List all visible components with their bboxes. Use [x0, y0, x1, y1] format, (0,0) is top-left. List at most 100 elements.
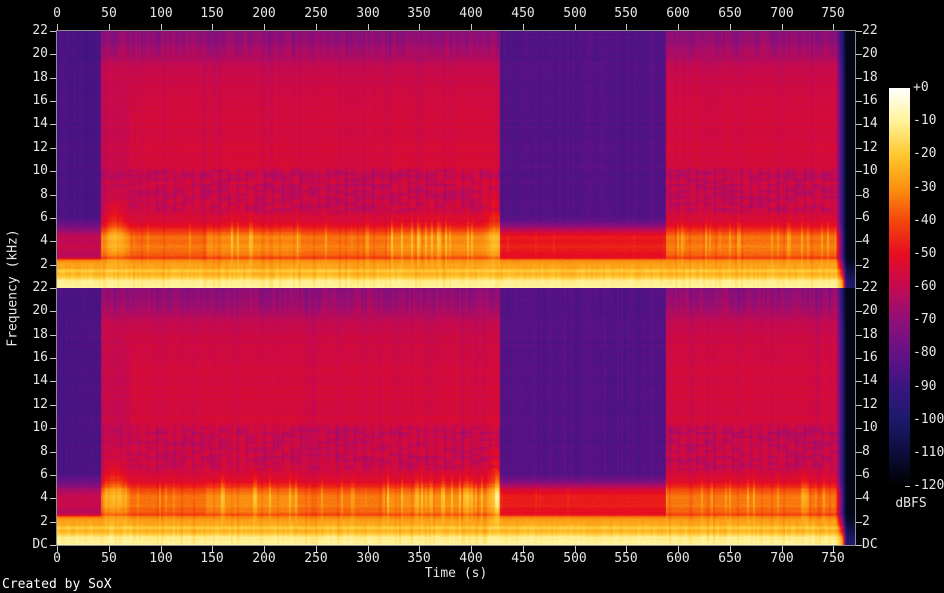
- freq-tick-label-right: 2: [862, 514, 870, 529]
- freq-tick-right: [856, 358, 862, 359]
- time-tick-top: [523, 24, 524, 30]
- freq-tick-label-right: 16: [862, 93, 878, 108]
- freq-tick-right: [856, 405, 862, 406]
- colorbar-tick-label: -40: [913, 213, 937, 228]
- freq-tick-right: [856, 148, 862, 149]
- time-tick-bottom: [523, 546, 524, 552]
- freq-tick-left: [50, 218, 56, 219]
- freq-tick-left: [50, 358, 56, 359]
- freq-tick-right: [856, 498, 862, 499]
- freq-tick-left: [50, 265, 56, 266]
- freq-tick-label-right: 6: [862, 210, 870, 225]
- time-tick-label-bottom: 150: [200, 551, 224, 566]
- freq-tick-label-right: 16: [862, 350, 878, 365]
- freq-tick-label-left: 8: [40, 187, 48, 202]
- time-tick-top: [782, 24, 783, 30]
- freq-tick-label-right: 18: [862, 327, 878, 342]
- freq-tick-right: [856, 195, 862, 196]
- time-tick-bottom: [368, 546, 369, 552]
- time-tick-label-top: 650: [718, 6, 742, 21]
- freq-tick-right: [856, 381, 862, 382]
- time-tick-top: [730, 24, 731, 30]
- time-tick-bottom: [833, 546, 834, 552]
- freq-tick-label-right: 6: [862, 467, 870, 482]
- time-tick-label-bottom: 50: [101, 551, 117, 566]
- freq-tick-left: [50, 381, 56, 382]
- freq-tick-label-right: 22: [862, 280, 878, 295]
- freq-tick-right: [856, 475, 862, 476]
- freq-tick-right: [856, 218, 862, 219]
- freq-tick-right: [856, 78, 862, 79]
- time-tick-label-bottom: 750: [821, 551, 845, 566]
- time-tick-top: [833, 24, 834, 30]
- freq-tick-label-left: 16: [32, 350, 48, 365]
- freq-tick-left: [50, 405, 56, 406]
- time-tick-top: [626, 24, 627, 30]
- freq-tick-left: [50, 452, 56, 453]
- freq-tick-label-left: 4: [40, 233, 48, 248]
- time-tick-label-bottom: 550: [614, 551, 638, 566]
- freq-tick-label-left: 12: [32, 140, 48, 155]
- spectrogram-channel-2: [57, 288, 855, 545]
- freq-tick-label-left: 20: [32, 46, 48, 61]
- freq-tick-label-right: 20: [862, 303, 878, 318]
- freq-tick-right: [856, 124, 862, 125]
- x-axis-title: Time (s): [424, 566, 488, 581]
- freq-tick-left: [50, 522, 56, 523]
- time-tick-bottom: [575, 546, 576, 552]
- credit-text: Created by SoX: [2, 577, 112, 592]
- freq-tick-label-right: 12: [862, 397, 878, 412]
- freq-tick-label-right: 8: [862, 444, 870, 459]
- freq-tick-left: [50, 31, 56, 32]
- freq-tick-label-right: 10: [862, 163, 878, 178]
- time-tick-label-bottom: 200: [252, 551, 276, 566]
- colorbar-gradient: [889, 88, 910, 486]
- freq-tick-label-right: 8: [862, 187, 870, 202]
- time-tick-label-top: 0: [53, 6, 61, 21]
- colorbar-tick-label: -80: [913, 345, 937, 360]
- freq-tick-label-left: 6: [40, 210, 48, 225]
- colorbar-tick-label: -90: [913, 379, 937, 394]
- freq-tick-label-left: 14: [32, 116, 48, 131]
- spectrogram-channel-1: [57, 31, 855, 288]
- colorbar-tick-label: -110: [913, 445, 944, 460]
- freq-tick-right: [856, 452, 862, 453]
- time-tick-label-bottom: 100: [149, 551, 173, 566]
- colorbar-tick-label: -50: [913, 246, 937, 261]
- time-tick-top: [57, 24, 58, 30]
- freq-tick-label-left: 20: [32, 303, 48, 318]
- freq-tick-right: [856, 545, 862, 546]
- freq-tick-label-right: 4: [862, 490, 870, 505]
- freq-tick-right: [856, 311, 862, 312]
- time-tick-label-top: 150: [200, 6, 224, 21]
- time-tick-top: [368, 24, 369, 30]
- freq-tick-label-right: 14: [862, 116, 878, 131]
- freq-tick-right: [856, 31, 862, 32]
- time-tick-bottom: [626, 546, 627, 552]
- freq-tick-label-right: 4: [862, 233, 870, 248]
- time-tick-label-bottom: 0: [53, 551, 61, 566]
- time-tick-label-bottom: 700: [770, 551, 794, 566]
- time-tick-label-top: 500: [563, 6, 587, 21]
- time-tick-top: [316, 24, 317, 30]
- freq-tick-left: [50, 54, 56, 55]
- colorbar-tick-label: -60: [913, 279, 937, 294]
- time-tick-top: [212, 24, 213, 30]
- freq-tick-left: [50, 241, 56, 242]
- time-tick-label-bottom: 350: [407, 551, 431, 566]
- freq-tick-label-left: 16: [32, 93, 48, 108]
- freq-tick-label-left: 10: [32, 420, 48, 435]
- time-tick-top: [575, 24, 576, 30]
- freq-tick-left: [50, 124, 56, 125]
- freq-tick-label-left: 22: [32, 280, 48, 295]
- colorbar-tick-label: +0: [913, 80, 929, 95]
- time-tick-top: [678, 24, 679, 30]
- time-tick-bottom: [678, 546, 679, 552]
- freq-tick-left: [50, 101, 56, 102]
- time-tick-label-top: 700: [770, 6, 794, 21]
- freq-tick-label-right: 20: [862, 46, 878, 61]
- colorbar-tick-label: -20: [913, 146, 937, 161]
- colorbar-tick-label: -70: [913, 312, 937, 327]
- freq-tick-left: [50, 171, 56, 172]
